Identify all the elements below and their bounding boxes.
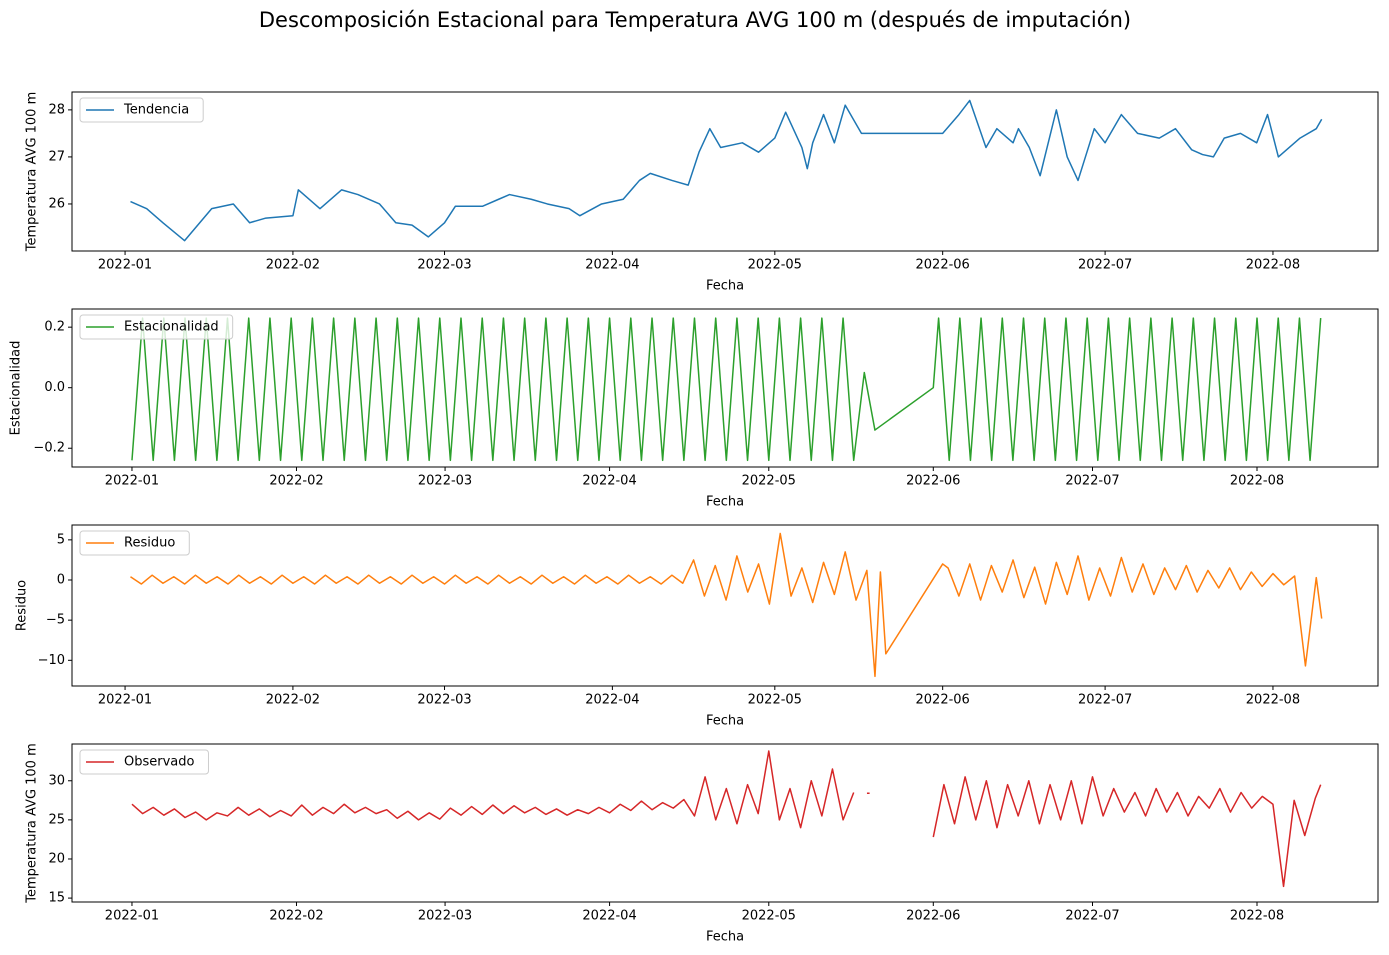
- y-tick-label: 0: [57, 573, 65, 588]
- legend-label: Estacionalidad: [124, 320, 219, 335]
- x-tick-label: 2022-07: [1065, 474, 1119, 489]
- plot-area: [131, 317, 1322, 462]
- legend-label: Tendencia: [123, 103, 189, 118]
- x-tick-label: 2022-01: [98, 258, 152, 273]
- x-tick-label: 2022-01: [105, 474, 159, 489]
- axes-frame: [71, 524, 1379, 687]
- axes-frame: [71, 743, 1379, 903]
- legend-box: [79, 749, 209, 775]
- data-line: [131, 317, 1322, 462]
- legend: Observado: [79, 749, 209, 775]
- plot-area: [130, 99, 1323, 242]
- x-tick-label: 2022-03: [417, 258, 471, 273]
- y-tick-label: 27: [48, 149, 65, 164]
- x-tick-label: 2022-08: [1246, 693, 1300, 708]
- y-axis-label: Temperatura AVG 100 m: [25, 92, 40, 253]
- figure-title: Descomposición Estacional para Temperatu…: [259, 8, 1131, 32]
- legend: Estacionalidad: [79, 314, 234, 340]
- y-axis-label: Residuo: [15, 580, 30, 631]
- data-line: [131, 750, 1322, 888]
- x-tick-label: 2022-04: [582, 474, 636, 489]
- x-tick-label: 2022-05: [742, 474, 796, 489]
- x-tick-label: 2022-02: [269, 474, 323, 489]
- y-tick-label: 30: [48, 773, 65, 788]
- legend-box: [79, 314, 234, 340]
- x-tick-label: 2022-04: [585, 258, 639, 273]
- x-tick-label: 2022-06: [906, 909, 960, 924]
- data-line: [130, 532, 1323, 678]
- y-tick-label: 25: [48, 812, 65, 827]
- x-tick-label: 2022-06: [906, 474, 960, 489]
- legend-label: Residuo: [124, 536, 175, 551]
- x-tick-label: 2022-08: [1230, 474, 1284, 489]
- legend: Tendencia: [79, 97, 204, 123]
- data-line: [130, 99, 1323, 242]
- x-tick-label: 2022-05: [748, 258, 802, 273]
- x-tick-label: 2022-06: [916, 258, 970, 273]
- plot-area: [130, 532, 1323, 678]
- y-tick-label: 0.0: [44, 380, 65, 395]
- x-tick-label: 2022-07: [1065, 909, 1119, 924]
- y-axis-label: Estacionalidad: [9, 341, 24, 436]
- legend-box: [79, 530, 190, 556]
- x-tick-label: 2022-07: [1078, 258, 1132, 273]
- x-tick-label: 2022-03: [418, 909, 472, 924]
- x-tick-label: 2022-04: [582, 909, 636, 924]
- y-tick-label: −5: [46, 613, 65, 628]
- x-tick-label: 2022-02: [269, 909, 323, 924]
- x-tick-label: 2022-01: [105, 909, 159, 924]
- x-tick-label: 2022-05: [748, 693, 802, 708]
- x-tick-label: 2022-02: [266, 693, 320, 708]
- x-tick-label: 2022-08: [1246, 258, 1300, 273]
- axes-frame: [71, 91, 1379, 252]
- x-tick-label: 2022-02: [266, 258, 320, 273]
- y-tick-label: 20: [48, 851, 65, 866]
- y-tick-label: 0.2: [44, 320, 65, 335]
- plot-area: [131, 750, 1322, 888]
- x-axis-label: Fecha: [706, 930, 744, 945]
- x-tick-label: 2022-05: [742, 909, 796, 924]
- y-tick-label: 26: [48, 196, 65, 211]
- y-tick-label: 28: [48, 102, 65, 117]
- y-axis-label: Temperatura AVG 100 m: [25, 743, 40, 904]
- x-tick-label: 2022-06: [916, 693, 970, 708]
- y-tick-label: 5: [57, 532, 65, 547]
- x-axis-label: Fecha: [706, 495, 744, 510]
- x-tick-label: 2022-07: [1078, 693, 1132, 708]
- y-tick-label: −0.2: [33, 441, 65, 456]
- legend-box: [79, 97, 204, 123]
- x-tick-label: 2022-04: [585, 693, 639, 708]
- y-tick-label: 15: [48, 891, 65, 906]
- x-tick-label: 2022-08: [1230, 909, 1284, 924]
- x-axis-label: Fecha: [706, 279, 744, 294]
- x-tick-label: 2022-03: [418, 474, 472, 489]
- legend-label: Observado: [124, 755, 195, 770]
- x-tick-label: 2022-01: [98, 693, 152, 708]
- legend: Residuo: [79, 530, 190, 556]
- y-tick-label: −10: [38, 653, 65, 668]
- x-axis-label: Fecha: [706, 714, 744, 729]
- x-tick-label: 2022-03: [417, 693, 471, 708]
